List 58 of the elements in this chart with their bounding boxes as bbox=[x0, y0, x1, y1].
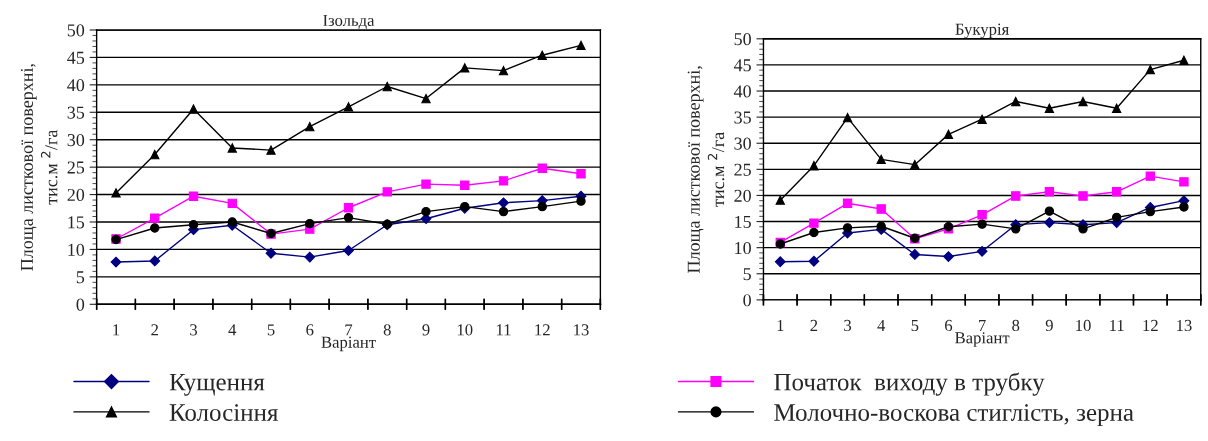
x-tick-label: 5 bbox=[267, 324, 275, 336]
y-tick-label: 5 bbox=[743, 268, 751, 281]
y-tick-label: 0 bbox=[743, 294, 751, 307]
y-axis-title: Площа листкової поверхні, тис.м $^{2}$/га bbox=[687, 66, 725, 273]
x-tick-label: 3 bbox=[844, 319, 852, 332]
y-tick-label: 45 bbox=[733, 59, 751, 72]
x-axis-title: Варіант bbox=[321, 336, 376, 352]
legend-label: Початок виходу в трубку bbox=[774, 372, 1045, 396]
y-tick-label: 25 bbox=[734, 163, 751, 176]
x-tick-label: 10 bbox=[1076, 319, 1091, 332]
legend-label: Колосіння bbox=[169, 404, 278, 421]
x-tick-label: 7 bbox=[345, 324, 353, 336]
x-tick-label: 8 bbox=[1012, 319, 1020, 332]
y-tick-label: 15 bbox=[735, 215, 751, 228]
x-tick-label: 2 bbox=[810, 319, 818, 331]
x-tick-label: 3 bbox=[190, 324, 198, 336]
x-tick-label: 2 bbox=[151, 324, 159, 336]
x-tick-label: 11 bbox=[1110, 319, 1124, 331]
x-tick-label: 8 bbox=[383, 324, 391, 336]
legend-label: Кущення bbox=[169, 373, 265, 396]
x-tick-label: 9 bbox=[1045, 319, 1053, 332]
x-tick-label: 4 bbox=[877, 319, 886, 331]
x-tick-label: 4 bbox=[228, 324, 237, 336]
x-tick-label: 13 bbox=[1177, 319, 1192, 332]
y-tick-label: 25 bbox=[67, 161, 85, 174]
y-tick-label: 35 bbox=[734, 111, 751, 124]
y-tick-label: 50 bbox=[734, 33, 751, 46]
x-tick-label: 12 bbox=[535, 324, 550, 336]
y-tick-label: 40 bbox=[67, 79, 85, 92]
x-tick-label: 6 bbox=[306, 324, 314, 336]
chart-title: Ізольда bbox=[323, 14, 375, 30]
legend-label: Молочно-воскова стиглість, зерна bbox=[774, 404, 1134, 426]
x-tick-label: 12 bbox=[1143, 319, 1158, 331]
x-tick-label: 10 bbox=[457, 324, 473, 336]
x-tick-label: 13 bbox=[574, 324, 589, 336]
y-tick-label: 20 bbox=[67, 188, 85, 202]
y-tick-label: 40 bbox=[733, 85, 751, 98]
x-tick-label: 1 bbox=[113, 324, 120, 336]
chart-title: Букурія bbox=[955, 23, 1009, 39]
x-tick-label: 9 bbox=[422, 324, 430, 336]
y-axis-title: Площа листкової поверхні, тис.м $^{2}$/га bbox=[20, 64, 58, 271]
y-tick-label: 30 bbox=[67, 133, 85, 147]
x-axis-title: Варіант bbox=[955, 332, 1010, 347]
x-tick-label: 5 bbox=[911, 319, 919, 332]
x-tick-label: 6 bbox=[945, 319, 953, 332]
y-tick-label: 50 bbox=[67, 24, 85, 37]
y-tick-label: 30 bbox=[734, 137, 751, 150]
y-tick-label: 15 bbox=[68, 216, 85, 229]
x-tick-label: 11 bbox=[496, 324, 511, 336]
y-tick-label: 0 bbox=[76, 298, 85, 311]
y-tick-label: 10 bbox=[68, 243, 85, 256]
x-tick-label: 1 bbox=[777, 319, 784, 331]
y-tick-label: 5 bbox=[76, 271, 85, 284]
x-tick-label: 7 bbox=[979, 319, 986, 331]
y-tick-label: 10 bbox=[735, 241, 751, 255]
y-tick-label: 20 bbox=[734, 189, 751, 202]
y-tick-label: 45 bbox=[67, 51, 85, 64]
y-tick-label: 35 bbox=[67, 106, 85, 119]
